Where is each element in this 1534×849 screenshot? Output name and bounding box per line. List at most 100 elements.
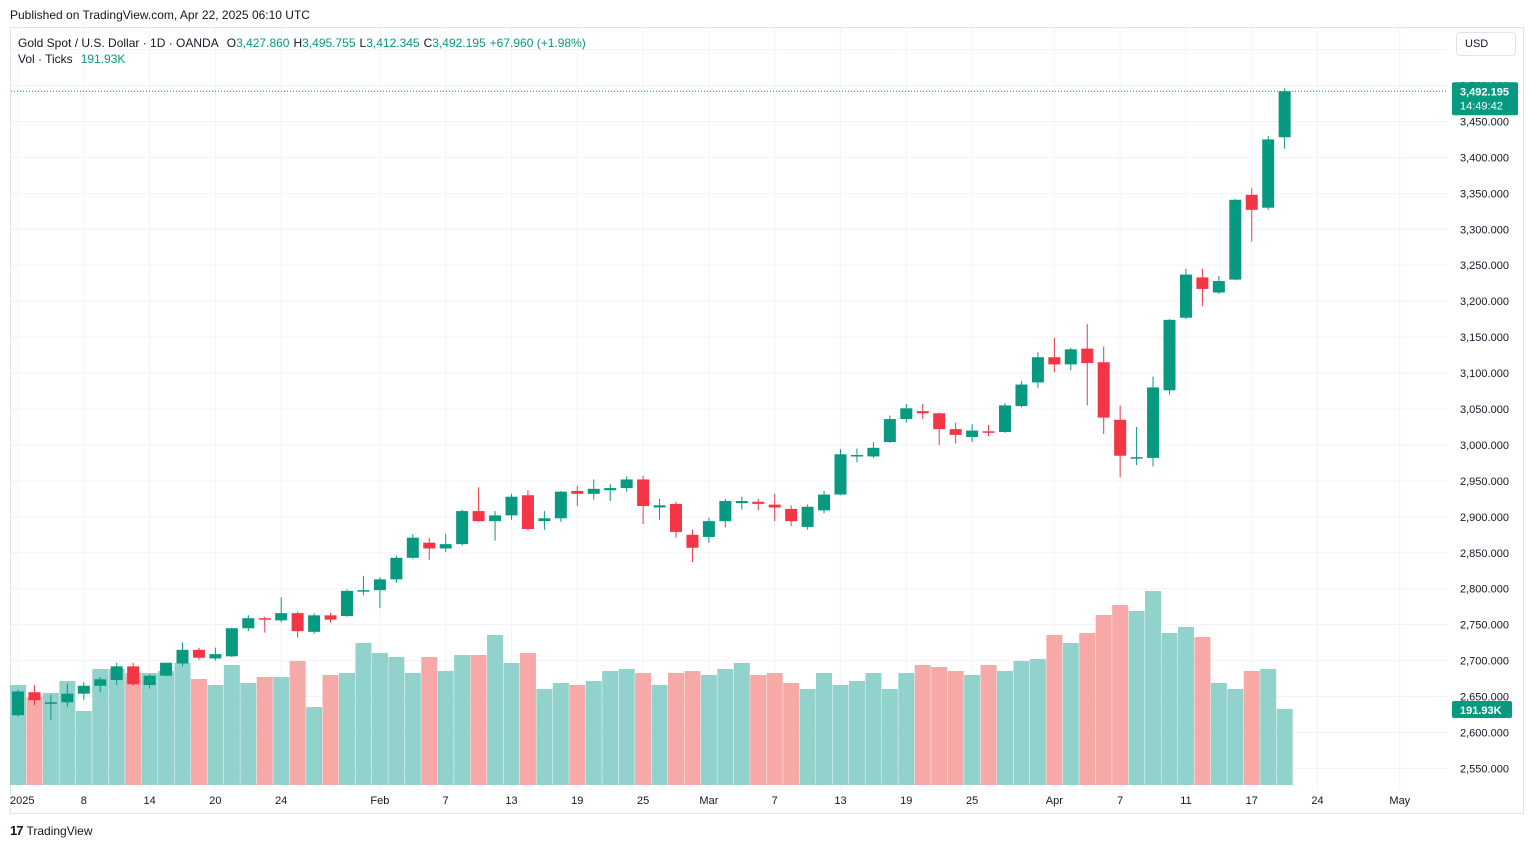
- price-tick-label: 2,550.000: [1460, 763, 1509, 775]
- volume-bar: [914, 665, 931, 785]
- volume-bar: [223, 665, 240, 785]
- price-tick-label: 3,450.000: [1460, 116, 1509, 128]
- candle: [275, 597, 288, 623]
- volume-bar: [256, 677, 273, 785]
- candle-body: [1015, 384, 1028, 407]
- countdown-label: 14:49:42: [1460, 100, 1503, 112]
- candle: [735, 496, 748, 510]
- candle-body: [275, 613, 288, 621]
- candle-body: [439, 544, 452, 549]
- candle-body: [225, 628, 238, 657]
- volume-bar: [1095, 615, 1112, 785]
- candle: [12, 689, 24, 717]
- candle-body: [1130, 457, 1143, 459]
- price-tick-label: 2,600.000: [1460, 727, 1509, 739]
- price-tick-label: 3,000.000: [1460, 440, 1509, 452]
- volume-bar: [388, 657, 405, 785]
- candle-body: [390, 557, 403, 580]
- candle: [258, 616, 271, 633]
- last-volume-label: 191.93K: [1460, 705, 1502, 717]
- volume-bar: [240, 683, 257, 785]
- candle: [883, 415, 896, 443]
- candle: [61, 683, 74, 707]
- candle: [406, 534, 419, 560]
- candle: [966, 424, 979, 443]
- tradingview-logo[interactable]: 17 TradingView: [10, 823, 93, 838]
- candle-body: [735, 501, 748, 504]
- volume-bar: [700, 675, 717, 785]
- candle-body: [686, 534, 699, 548]
- volume-bar: [997, 671, 1013, 785]
- time-tick-label: Apr: [1046, 795, 1063, 807]
- candle: [933, 412, 946, 445]
- candle-body: [94, 679, 107, 686]
- candle: [110, 662, 123, 686]
- time-tick-label: 20: [209, 795, 221, 807]
- price-tick-label: 2,750.000: [1460, 620, 1509, 632]
- volume-bar: [42, 693, 59, 785]
- volume-bar: [1046, 635, 1063, 785]
- volume-row: Vol · Ticks 191.93K: [18, 51, 586, 67]
- candle-body: [258, 618, 271, 620]
- currency-button[interactable]: USD: [1456, 32, 1516, 56]
- volume-bar: [635, 673, 652, 785]
- low-label: L: [359, 36, 367, 50]
- volume-label[interactable]: Vol · Ticks: [18, 52, 73, 66]
- close-value: 3,492.195: [432, 36, 486, 50]
- open-value: 3,427.860: [236, 36, 290, 50]
- time-tick-label: 25: [637, 795, 649, 807]
- candle: [127, 662, 140, 686]
- candle: [489, 511, 502, 541]
- time-tick-label: 8: [81, 795, 87, 807]
- candle: [521, 490, 534, 531]
- change-value: +67.960 (+1.98%): [489, 36, 586, 50]
- candle-body: [653, 505, 666, 508]
- volume-bar: [1112, 605, 1129, 785]
- candle: [900, 403, 913, 423]
- candle: [702, 517, 715, 543]
- close-label: C: [423, 36, 433, 50]
- volume-bar: [602, 671, 619, 785]
- candle-body: [1229, 199, 1242, 280]
- time-tick-label: 7: [443, 795, 449, 807]
- time-tick-label: 13: [505, 795, 517, 807]
- candle: [1245, 188, 1258, 242]
- volume-bar: [1145, 591, 1162, 785]
- candle: [620, 476, 633, 492]
- candle-body: [818, 494, 831, 511]
- open-label: O: [226, 36, 237, 50]
- volume-bar: [832, 685, 849, 785]
- volume-bar: [26, 697, 43, 785]
- candle-body: [702, 521, 715, 537]
- volume-bar: [651, 685, 668, 785]
- volume-bar: [339, 673, 355, 785]
- candle-body: [489, 515, 502, 522]
- volume-bar: [141, 673, 158, 785]
- volume-bar: [783, 683, 800, 785]
- volume-bar: [1194, 637, 1211, 785]
- candle: [1064, 347, 1077, 371]
- candle-body: [620, 479, 633, 489]
- volume-bar: [503, 663, 520, 785]
- candle-body: [538, 518, 551, 522]
- candle-body: [670, 503, 682, 532]
- volume-bar: [371, 653, 388, 785]
- candle-body: [44, 702, 57, 704]
- price-tick-label: 2,950.000: [1460, 476, 1509, 488]
- candle: [176, 642, 189, 667]
- candle: [77, 682, 90, 701]
- candle-body: [785, 508, 798, 522]
- price-tick-label: 3,150.000: [1460, 332, 1509, 344]
- volume-bar: [289, 661, 306, 785]
- volume-bar: [108, 669, 125, 785]
- candle: [686, 529, 699, 563]
- candle: [670, 501, 682, 538]
- time-tick-label: 19: [900, 795, 912, 807]
- candle: [1114, 405, 1127, 478]
- low-value: 3,412.345: [366, 36, 420, 50]
- candle: [604, 483, 617, 502]
- candle-body: [423, 542, 436, 549]
- symbol-label[interactable]: Gold Spot / U.S. Dollar · 1D · OANDA: [18, 36, 219, 50]
- candle: [1278, 88, 1291, 149]
